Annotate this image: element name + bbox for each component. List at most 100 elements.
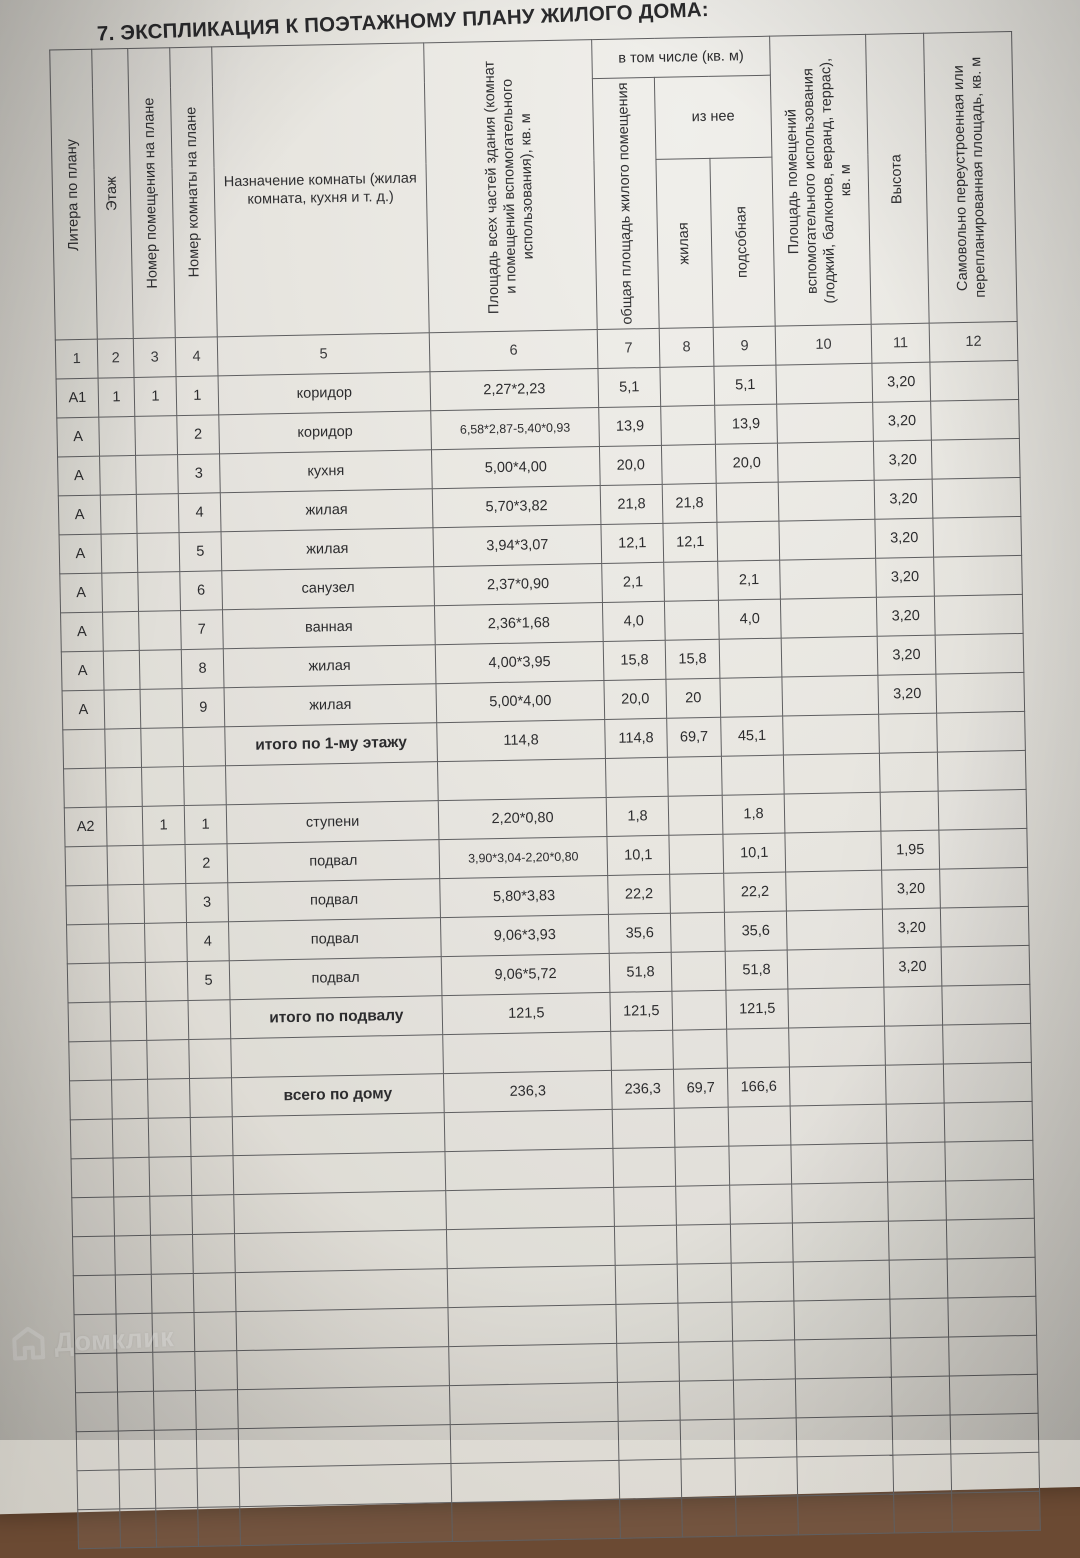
cell-purpose [232,1151,446,1195]
cell-letter [77,1509,121,1549]
cell-height [893,1493,953,1534]
cell-total-area: 20,0 [599,445,663,486]
cell-height [891,1376,951,1417]
cell-unauthorized [941,945,1030,987]
cell-purpose: подвал [228,917,442,961]
cell-auxiliary [775,363,873,405]
cell-purpose: коридор [218,371,431,415]
cell-dimensions [447,1304,617,1347]
cell-total-area [612,1108,675,1149]
cell-total-area: 121,5 [609,991,673,1032]
cell-room-no: 5 [187,960,231,1001]
cell-letter [67,963,111,1003]
cell-purpose [232,1112,445,1156]
cell-dimensions [448,1343,618,1386]
cell-auxiliary [787,987,885,1029]
cell-auxiliary [793,1299,891,1341]
cell-room-no: 4 [186,921,230,962]
cell-total-area [615,1264,678,1305]
cell-living [675,1185,731,1226]
cell-premise-no [140,688,183,729]
cell-living: 21,8 [662,483,717,524]
cell-living [660,405,716,446]
cell-living: 15,8 [665,639,720,680]
cell-letter: А1 [56,378,99,419]
cell-premise-no [149,1195,193,1236]
cell-floor [119,1508,157,1549]
cell-utility: 4,0 [718,599,782,640]
colnum: 4 [175,336,219,377]
cell-utility [732,1340,796,1381]
cell-living [668,795,723,836]
cell-letter: А2 [64,807,108,847]
cell-height: 3,20 [874,518,934,559]
cell-dimensions: 2,20*0,80 [438,797,607,840]
cell-premise-no [139,649,183,690]
cell-total-area: 35,6 [608,913,672,954]
cell-unauthorized [944,1101,1033,1143]
cell-dimensions: 114,8 [436,719,606,762]
cell-premise-no [138,610,182,651]
cell-letter [71,1158,114,1198]
cell-dimensions: 5,00*4,00 [435,680,605,723]
cell-height [892,1415,951,1456]
cell-total-area [616,1342,680,1383]
cell-living: 69,7 [673,1068,729,1109]
cell-total-area [618,1420,681,1461]
cell-room-no: 7 [180,609,224,650]
cell-total-area [619,1498,683,1539]
cell-living [680,1458,736,1499]
cell-utility [733,1379,797,1420]
cell-unauthorized [950,1452,1040,1494]
cell-living [663,561,719,602]
cell-room-no [190,1116,233,1157]
cell-floor [112,1118,150,1159]
cell-room-no [188,999,231,1040]
cell-room-no: 3 [177,453,221,494]
cell-living [669,873,725,914]
cell-floor: 1 [98,377,135,418]
cell-height: 3,20 [875,557,935,598]
cell-living [679,1380,735,1421]
cell-premise-no [134,415,178,456]
cell-floor [102,611,140,652]
cell-room-no: 4 [178,492,222,533]
cell-dimensions [444,1109,613,1152]
cell-height [886,1142,946,1183]
cell-height [889,1259,948,1300]
cell-premise-no [150,1234,194,1275]
cell-premise-no: 1 [134,376,177,417]
cell-floor [105,767,143,808]
cell-letter [62,729,106,770]
cell-floor [109,962,147,1003]
cell-premise-no [155,1468,198,1509]
cell-height: 3,20 [874,479,933,520]
cell-auxiliary [786,909,884,951]
cell-letter: А [59,534,102,575]
cell-dimensions: 2,27*2,23 [429,368,599,411]
cell-dimensions [449,1382,619,1425]
cell-living [671,951,726,992]
cell-room-no [188,1038,232,1079]
cell-unauthorized [943,1062,1033,1104]
cell-premise-no [153,1390,197,1431]
cell-living: 69,7 [666,717,722,758]
cell-dimensions [447,1265,616,1308]
cell-living [672,1029,728,1070]
cell-letter: А [59,573,103,614]
cell-height [880,791,939,832]
cell-purpose [235,1268,448,1312]
cell-room-no [191,1155,234,1196]
cell-purpose [235,1307,449,1351]
cell-letter [66,924,110,964]
cell-dimensions: 9,06*5,72 [441,953,610,996]
cell-purpose [230,1034,444,1078]
cell-dimensions [446,1226,616,1269]
cell-utility [731,1301,795,1342]
cell-dimensions [444,1148,614,1191]
cell-dimensions: 9,06*3,93 [440,914,610,957]
cell-utility [735,1496,799,1537]
colnum: 8 [659,327,714,368]
cell-unauthorized [940,906,1030,948]
cell-dimensions [450,1460,620,1503]
